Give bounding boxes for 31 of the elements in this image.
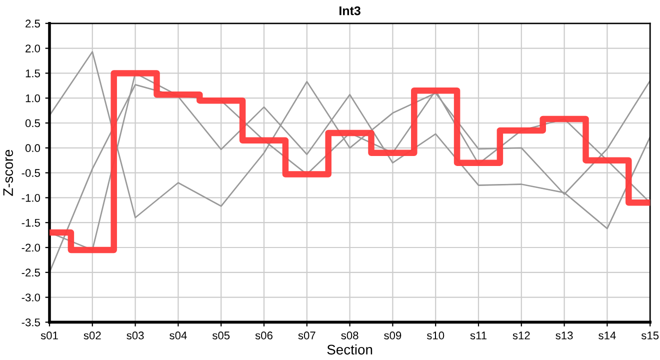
x-tick-label: s15	[641, 332, 659, 340]
y-tick-label: 1.0	[26, 94, 40, 102]
y-axis-title: Z-score	[3, 150, 14, 196]
x-tick-label: s04	[170, 332, 187, 340]
y-tick-label: -1.0	[22, 194, 40, 202]
x-tick-label: s11	[470, 332, 487, 340]
y-tick-label: -1.5	[22, 218, 40, 227]
x-tick-label: s03	[126, 332, 144, 340]
y-tick-label: -3.5	[22, 318, 40, 326]
y-tick-label: -3.0	[22, 294, 40, 302]
y-tick-label: 0.0	[25, 144, 40, 152]
x-tick-label: s08	[341, 332, 358, 340]
x-tick-label: s14	[598, 332, 616, 340]
x-tick-label: s01	[40, 332, 58, 340]
x-tick-label: s02	[84, 332, 101, 340]
x-tick-label: s10	[426, 332, 444, 340]
y-tick-label: -2.0	[22, 244, 40, 252]
x-tick-label: s07	[298, 332, 316, 340]
x-axis-title: Section	[327, 344, 372, 355]
y-tick-label: 2.0	[26, 44, 40, 52]
y-tick-label: -0.5	[22, 169, 40, 177]
y-tick-label: 2.5	[26, 20, 40, 28]
x-tick-label: s05	[212, 332, 230, 340]
y-tick-label: 0.5	[25, 119, 40, 128]
y-tick-label: -2.5	[22, 268, 40, 277]
chart-title: Int3	[340, 6, 360, 16]
x-tick-label: s13	[556, 332, 573, 340]
x-tick-label: s06	[255, 332, 272, 340]
x-tick-label: s12	[512, 332, 530, 340]
x-tick-label: s09	[384, 332, 402, 340]
y-tick-label: 1.5	[26, 70, 40, 78]
